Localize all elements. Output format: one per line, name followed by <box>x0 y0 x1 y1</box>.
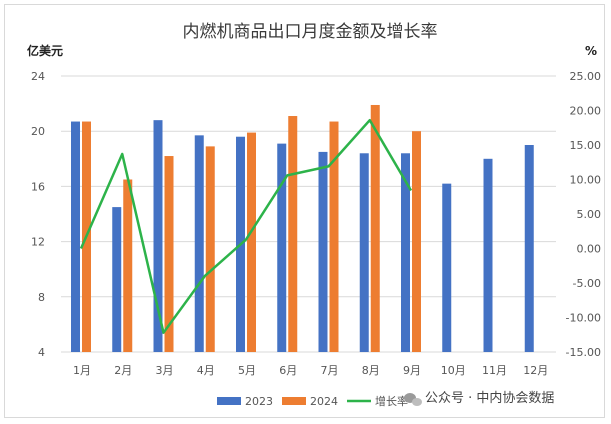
right-tick-label: 15.00 <box>570 139 602 152</box>
legend-label-2024: 2024 <box>310 395 338 408</box>
left-axis-unit: 亿美元 <box>27 43 63 58</box>
bar-2024-2月 <box>123 179 133 352</box>
right-tick-label: 25.00 <box>570 70 602 83</box>
x-tick-label: 10月 <box>441 364 466 377</box>
bar-2023-1月 <box>71 121 80 352</box>
growth-rate-line <box>79 118 413 334</box>
right-tick-label: -10.00 <box>566 312 601 325</box>
bar-2023-8月 <box>359 153 369 352</box>
x-tick-label: 1月 <box>73 364 91 377</box>
bar-2024-9月 <box>412 131 421 352</box>
bar-2024-7月 <box>329 121 339 352</box>
bar-2023-4月 <box>194 135 204 352</box>
chart-frame: 内燃机商品出口月度金额及增长率 亿美元 % 4 8 12 16 20 24 -15.00-… <box>4 4 605 418</box>
legend-swatch-2023 <box>217 397 241 405</box>
right-tick-label: 20.00 <box>570 105 602 118</box>
x-tick-label: 8月 <box>362 364 380 377</box>
growth-line-group <box>79 118 413 334</box>
wechat-icon <box>404 393 422 406</box>
x-tick-label: 9月 <box>403 364 421 377</box>
watermark-text: 公众号 · 中内协会数据 <box>425 390 554 406</box>
right-axis-labels: -15.00 -10.00 -5.00 0.00 5.00 10.00 15.00 20.00… <box>566 70 601 359</box>
bar-2023-2月 <box>112 207 122 352</box>
chart-title: 内燃机商品出口月度金额及增长率 <box>183 22 438 42</box>
right-axis-unit: % <box>585 44 597 58</box>
x-tick-label: 3月 <box>156 364 174 377</box>
right-tick-label: 0.00 <box>577 243 602 256</box>
left-tick-label: 16 <box>31 180 45 193</box>
x-tick-label: 7月 <box>321 364 339 377</box>
legend-swatch-2024 <box>282 397 306 405</box>
bar-2023-9月 <box>401 153 410 352</box>
left-tick-label: 24 <box>31 70 45 83</box>
bar-2023-12月 <box>524 145 534 352</box>
bar-2023-6月 <box>277 143 287 352</box>
right-tick-label: -5.00 <box>573 277 601 290</box>
x-tick-label: 12月 <box>523 364 548 377</box>
x-tick-label: 6月 <box>279 364 297 377</box>
bar-2024-5月 <box>247 132 256 352</box>
legend: 2023 2024 增长率 <box>217 394 408 408</box>
right-tick-label: -15.00 <box>566 346 601 359</box>
watermark: 公众号 · 中内协会数据 <box>404 390 554 406</box>
x-tick-label: 11月 <box>482 364 507 377</box>
x-tick-label: 2月 <box>114 364 132 377</box>
bar-2023-10月 <box>442 183 452 352</box>
legend-label-增长率: 增长率 <box>375 394 408 408</box>
x-tick-label: 5月 <box>238 364 256 377</box>
bar-2024-8月 <box>370 104 380 352</box>
bar-2024-3月 <box>164 156 174 352</box>
right-tick-label: 5.00 <box>577 208 602 221</box>
x-tick-label: 4月 <box>197 364 215 377</box>
bar-2023-7月 <box>318 151 328 352</box>
left-tick-label: 12 <box>31 236 45 249</box>
left-axis-labels: 4 8 12 16 20 24 <box>31 70 45 359</box>
bar-2023-3月 <box>153 120 163 352</box>
left-tick-label: 20 <box>31 125 45 138</box>
x-axis-labels: 1月 2月 3月 4月 5月 6月 7月 8月 9月 10月 11月 12月 <box>73 364 548 377</box>
bar-2024-6月 <box>288 116 298 353</box>
bar-2024-4月 <box>205 146 215 352</box>
right-tick-label: 10.00 <box>570 174 602 187</box>
left-tick-label: 4 <box>38 346 45 359</box>
bar-2023-11月 <box>483 158 493 352</box>
left-tick-label: 8 <box>38 291 45 304</box>
legend-label-2023: 2023 <box>245 395 273 408</box>
